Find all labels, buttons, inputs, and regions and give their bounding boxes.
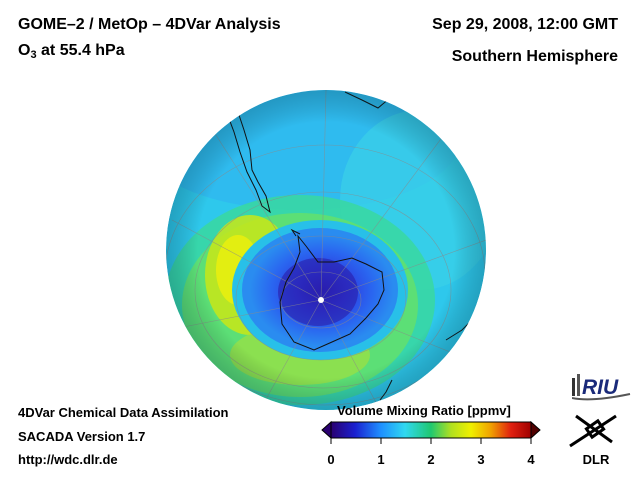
colorbar-tick: 2 [427,452,435,467]
colorbar-tick: 4 [527,452,535,467]
footer-version: SACADA Version 1.7 [18,429,146,444]
species-label: O3 at 55.4 hPa [18,42,125,61]
footer-url[interactable]: http://wdc.dlr.de [18,452,118,467]
colorbar-tick: 1 [377,452,385,467]
colorbar [321,420,541,444]
map-title: GOME–2 / MetOp – 4DVar Analysis [18,16,281,33]
svg-text:RIU: RIU [582,376,619,399]
date-label: Sep 29, 2008, 12:00 GMT [432,16,618,33]
svg-text:DLR: DLR [583,452,610,467]
colorbar-tick: 3 [477,452,485,467]
dlr-logo: DLR [569,414,617,467]
hemisphere-label: Southern Hemisphere [451,48,618,65]
colorbar-label: Volume Mixing Ratio [ppmv] [337,403,511,418]
footer-assimilation: 4DVar Chemical Data Assimilation [18,405,229,420]
riu-logo: RIU [572,374,631,401]
colorbar-tick: 0 [327,452,335,467]
